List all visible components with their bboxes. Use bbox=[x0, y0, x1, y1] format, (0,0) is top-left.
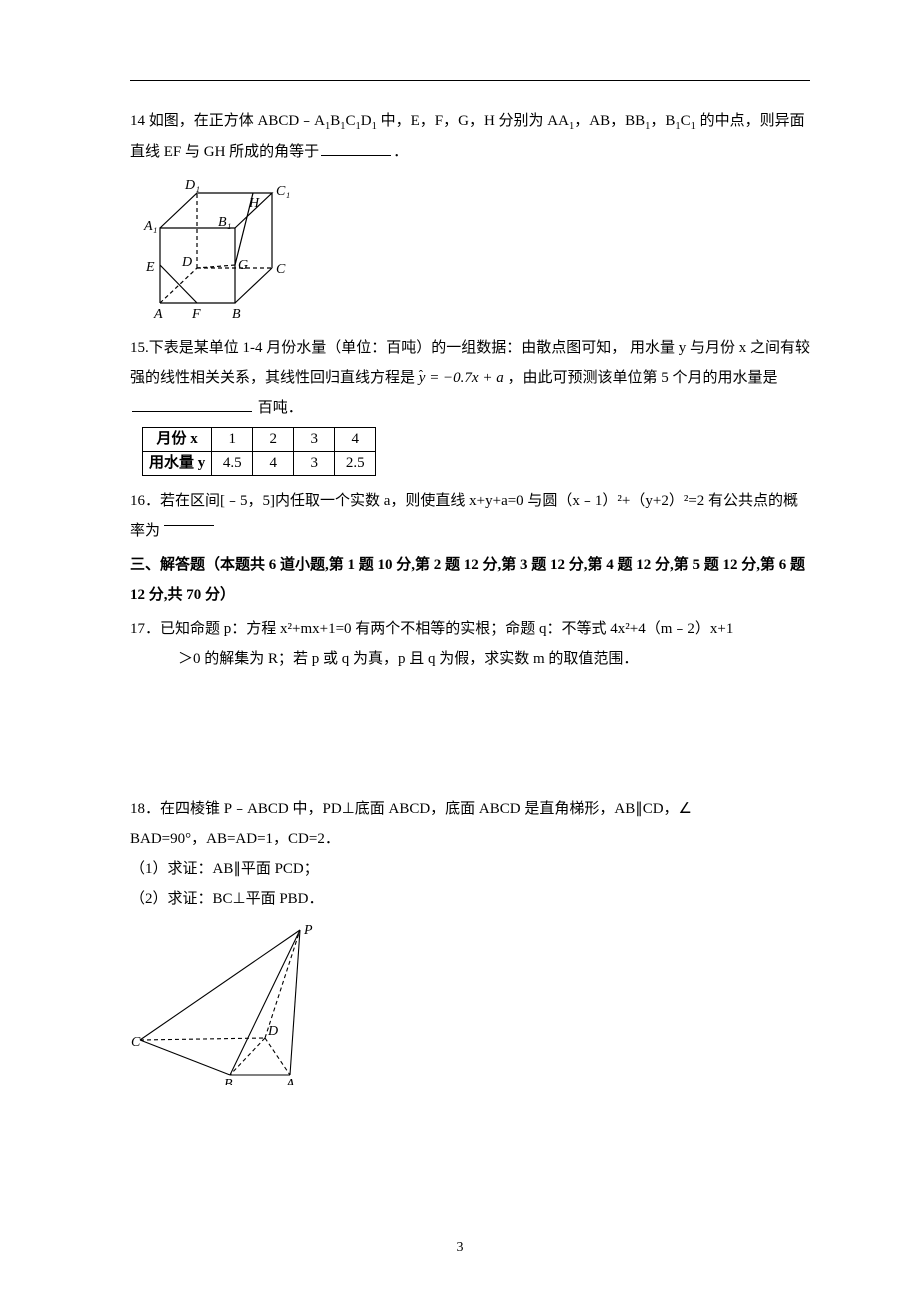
q17-l2: ＞0 的解集为 R；若 p 或 q 为真，p 且 q 为假，求实数 m 的取值范… bbox=[178, 651, 638, 667]
lbl-B: B bbox=[232, 307, 241, 322]
q14-e: 中，E，F，G，H 分别为 AA bbox=[377, 113, 569, 129]
q14-period: ． bbox=[393, 144, 408, 160]
q18-figure: P C B A D bbox=[130, 920, 810, 1085]
q17-l1: 17．已知命题 p：方程 x²+mx+1=0 有两个不相等的实根；命题 q：不等… bbox=[130, 621, 733, 637]
lbl-H: H bbox=[248, 196, 260, 211]
cell: 2.5 bbox=[335, 452, 376, 476]
cell: 4 bbox=[335, 428, 376, 452]
q14-figure: A B C D A₁ B₁ C₁ D₁ E F G H bbox=[130, 173, 810, 323]
lbl-P: P bbox=[303, 923, 313, 938]
q14-c: C bbox=[346, 113, 356, 129]
cell: 1 bbox=[212, 428, 253, 452]
q14-b: B bbox=[330, 113, 340, 129]
cell: 3 bbox=[294, 428, 335, 452]
lbl-D: D bbox=[181, 255, 192, 270]
q15-eq: ˆy bbox=[419, 370, 426, 386]
q17-space bbox=[130, 674, 810, 794]
q15-answer-blank bbox=[132, 411, 252, 412]
q18-l1: 18．在四棱锥 P﹣ABCD 中，PD⊥底面 ABCD，底面 ABCD 是直角梯… bbox=[130, 794, 810, 824]
q16-body: 16．若在区间[﹣5，5]内任取一个实数 a，则使直线 x+y+a=0 与圆（x… bbox=[130, 493, 798, 539]
q16-answer-blank bbox=[164, 525, 214, 526]
page: 14 如图，在正方体 ABCD﹣A1B1C1D1 中，E，F，G，H 分别为 A… bbox=[0, 0, 920, 1302]
q14-f: ，AB，BB bbox=[574, 113, 645, 129]
top-rule bbox=[130, 80, 810, 81]
q18-l4: （2）求证：BC⊥平面 PBD． bbox=[130, 884, 810, 914]
lbl-E: E bbox=[145, 260, 155, 275]
q14-g: ，B bbox=[650, 113, 675, 129]
cell: 4.5 bbox=[212, 452, 253, 476]
q15-eqrest: = −0.7x + a bbox=[425, 370, 503, 386]
col-header: 月份 x bbox=[143, 428, 212, 452]
pyramid-svg: P C B A D bbox=[130, 920, 350, 1085]
q16-text: 16．若在区间[﹣5，5]内任取一个实数 a，则使直线 x+y+a=0 与圆（x… bbox=[130, 486, 810, 546]
q14-d: D bbox=[361, 113, 372, 129]
q15-b: ，由此可预测该单位第 5 个月的用水量是 bbox=[507, 370, 777, 386]
page-number: 3 bbox=[0, 1234, 920, 1262]
q18-l3: （1）求证：AB∥平面 PCD； bbox=[130, 854, 810, 884]
lbl-C: C bbox=[131, 1035, 141, 1050]
q18-l2: BAD=90°，AB=AD=1，CD=2． bbox=[130, 824, 810, 854]
q15-table: 月份 x 1 2 3 4 用水量 y 4.5 4 3 2.5 bbox=[142, 427, 376, 476]
q14-answer-blank bbox=[321, 155, 391, 156]
q14-a: 14 如图，在正方体 ABCD﹣A bbox=[130, 113, 325, 129]
q15-unit: 百吨． bbox=[254, 400, 303, 416]
q14-text: 14 如图，在正方体 ABCD﹣A1B1C1D1 中，E，F，G，H 分别为 A… bbox=[130, 106, 810, 167]
cell: 4 bbox=[253, 452, 294, 476]
q14-h: C bbox=[681, 113, 691, 129]
q17-text: 17．已知命题 p：方程 x²+mx+1=0 有两个不相等的实根；命题 q：不等… bbox=[130, 614, 810, 674]
lbl-B: B bbox=[224, 1077, 233, 1085]
cell: 2 bbox=[253, 428, 294, 452]
lbl-D1: D₁ bbox=[184, 178, 200, 193]
lbl-A: A bbox=[153, 307, 163, 322]
lbl-G: G bbox=[238, 258, 248, 273]
lbl-A: A bbox=[285, 1077, 295, 1085]
lbl-C1: C₁ bbox=[276, 184, 290, 199]
hat-icon: ˆ bbox=[419, 363, 423, 389]
lbl-D: D bbox=[267, 1024, 278, 1039]
table-row: 月份 x 1 2 3 4 bbox=[143, 428, 376, 452]
lbl-C: C bbox=[276, 262, 286, 277]
q15-text: 15.下表是某单位 1-4 月份水量（单位：百吨）的一组数据：由散点图可知， 用… bbox=[130, 333, 810, 423]
lbl-F: F bbox=[191, 307, 201, 322]
section3-header: 三、解答题（本题共 6 道小题,第 1 题 10 分,第 2 题 12 分,第 … bbox=[130, 550, 810, 610]
row-header: 用水量 y bbox=[143, 452, 212, 476]
lbl-A1: A₁ bbox=[143, 219, 157, 234]
table-row: 用水量 y 4.5 4 3 2.5 bbox=[143, 452, 376, 476]
cube-svg: A B C D A₁ B₁ C₁ D₁ E F G H bbox=[130, 173, 300, 323]
cell: 3 bbox=[294, 452, 335, 476]
lbl-B1: B₁ bbox=[218, 215, 231, 230]
q18-l1a: 18．在四棱锥 P﹣ABCD 中，PD⊥底面 ABCD，底面 ABCD 是直角梯… bbox=[130, 801, 692, 817]
